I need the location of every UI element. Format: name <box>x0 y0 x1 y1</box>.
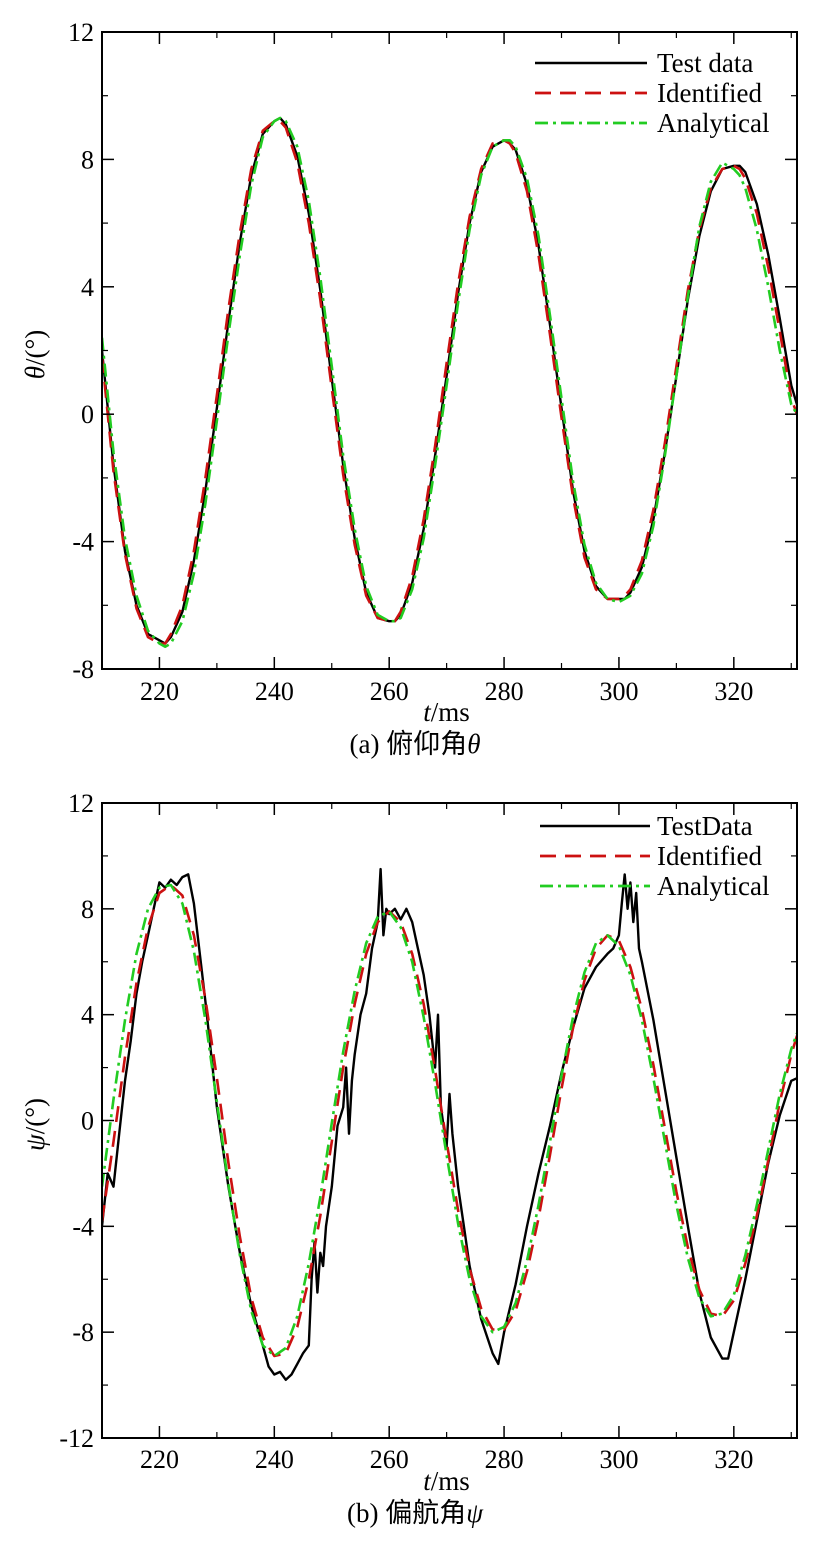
x-tick-label: 260 <box>370 1445 409 1474</box>
y-axis-unit: /(°) <box>20 330 50 366</box>
y-axis-title: θ/(°) <box>20 330 50 380</box>
x-tick-label: 220 <box>140 1445 179 1474</box>
y-tick-label: -8 <box>72 655 94 684</box>
series-line-identified <box>102 119 797 645</box>
x-tick-label: 240 <box>255 677 294 706</box>
series-line-identified <box>102 883 797 1358</box>
caption-text: (b) 偏航角 <box>347 1498 466 1528</box>
y-tick-label: -4 <box>72 1212 94 1241</box>
y-tick-label: -4 <box>72 528 94 557</box>
series-line-testdata <box>102 867 797 1382</box>
y-tick-label: 8 <box>81 895 94 924</box>
x-tick-label: 320 <box>714 1445 753 1474</box>
y-tick-label: -12 <box>59 1424 94 1453</box>
y-axis-unit: /(°) <box>20 1098 50 1134</box>
legend-label: TestData <box>657 811 753 841</box>
y-tick-label: 4 <box>81 1001 94 1030</box>
x-tick-label: 300 <box>599 1445 638 1474</box>
x-tick-label: 280 <box>485 677 524 706</box>
y-axis-symbol: θ <box>20 366 50 379</box>
y-tick-label: 8 <box>81 145 94 174</box>
x-tick-label: 240 <box>255 1445 294 1474</box>
x-tick-label: 280 <box>485 1445 524 1474</box>
y-axis-symbol: ψ <box>20 1133 50 1151</box>
legend-label: Analytical <box>657 871 769 901</box>
x-tick-label: 220 <box>140 677 179 706</box>
y-tick-label: 12 <box>68 789 94 818</box>
y-tick-label: 4 <box>81 273 94 302</box>
caption-symbol: θ <box>467 729 480 759</box>
legend-label: Test data <box>657 48 753 78</box>
y-tick-label: -8 <box>72 1318 94 1347</box>
x-axis-unit: /ms <box>431 1466 470 1496</box>
y-axis-title: ψ/(°) <box>20 1098 50 1151</box>
legend-label: Identified <box>657 841 762 871</box>
y-tick-label: 0 <box>81 1107 94 1136</box>
caption-symbol: ψ <box>466 1498 484 1528</box>
x-axis-title: t/ms <box>423 697 470 727</box>
x-axis-var: t <box>423 1466 432 1496</box>
series-line-analytical <box>102 883 797 1358</box>
series-line-test-data <box>102 116 797 645</box>
x-axis-unit: /ms <box>431 697 470 727</box>
series-line-analytical <box>102 116 797 649</box>
x-tick-label: 300 <box>599 677 638 706</box>
caption-text: (a) 俯仰角 <box>350 729 468 759</box>
y-tick-label: 12 <box>68 18 94 47</box>
x-axis-var: t <box>423 697 432 727</box>
legend-label: Analytical <box>657 108 769 138</box>
chart-caption: (b) 偏航角ψ <box>347 1498 484 1528</box>
x-tick-label: 260 <box>370 677 409 706</box>
y-tick-label: 0 <box>81 400 94 429</box>
legend-label: Identified <box>657 78 762 108</box>
chart-caption: (a) 俯仰角θ <box>350 729 481 759</box>
x-tick-label: 320 <box>714 677 753 706</box>
x-axis-title: t/ms <box>423 1466 470 1496</box>
